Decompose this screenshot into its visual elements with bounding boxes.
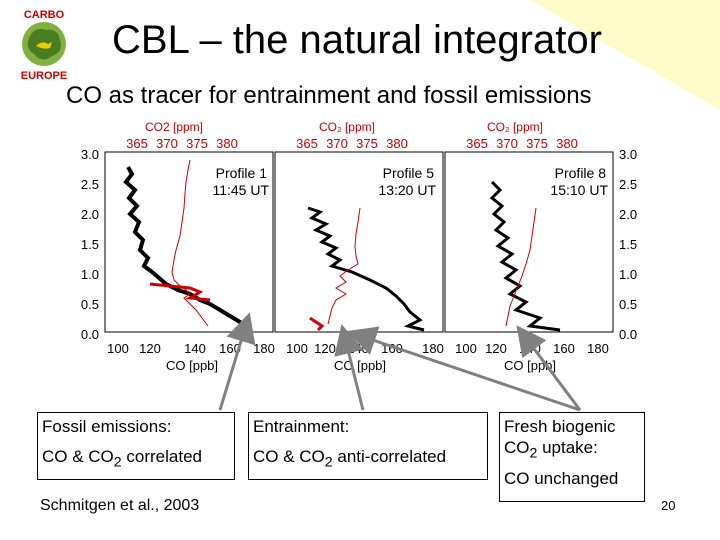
top-tick-365: 365: [466, 136, 488, 151]
bottom-tick: 180: [253, 341, 275, 356]
right-y-tick-labels: 3.0 2.5 2.0 1.5 1.0 0.5 0.0: [619, 147, 637, 342]
top-axis-label-1: CO2 [ppm]: [145, 120, 203, 134]
bottom-tick: 100: [286, 341, 308, 356]
arrow-biogenic-to-panel-2: [346, 326, 581, 412]
panel-1-frame: [104, 151, 274, 333]
logo-text-bottom: EUROPE: [21, 70, 67, 82]
arrow-fossil-emissions: [218, 312, 256, 411]
citation: Schmitgen et al., 2003: [40, 497, 200, 514]
panel-3-time: 15:10 UT: [550, 182, 608, 198]
bottom-tick: 100: [455, 341, 477, 356]
top-tick-370: 370: [326, 136, 348, 151]
y-tick: 1.0: [619, 267, 637, 282]
bottom-tick: 120: [314, 341, 336, 356]
annotation-entrainment-sub: 2: [324, 454, 333, 471]
carboeurope-logo: CARBO EUROPE: [21, 9, 67, 82]
panel-labels: Profile 1 11:45 UT Profile 5 13:20 UT Pr…: [212, 165, 608, 198]
panel-2-time: 13:20 UT: [378, 182, 436, 198]
top-tick-365: 365: [126, 136, 148, 151]
y-tick: 1.0: [81, 267, 99, 282]
panel-2-co2-trace: [327, 207, 361, 325]
arrow-entrainment: [334, 324, 365, 411]
logo-text-top: CARBO: [24, 9, 65, 21]
annotation-entrainment-co: CO & CO: [253, 447, 325, 466]
y-tick: 2.0: [81, 207, 99, 222]
bottom-axis-label-1: CO [ppb]: [166, 358, 218, 373]
left-y-tick-labels: 3.0 2.5 2.0 1.5 1.0 0.5 0.0: [81, 147, 99, 342]
y-tick: 0.0: [81, 327, 99, 342]
top-tick-365: 365: [296, 136, 318, 151]
arrow-biogenic-to-panel-3: [516, 325, 582, 411]
y-tick: 3.0: [619, 147, 637, 162]
panel-1-co2-trace: [171, 159, 209, 327]
panel-3-co2-trace: [505, 207, 537, 327]
bottom-axis-labels: CO [ppb] CO [ppb] CO [ppb]: [166, 358, 556, 373]
y-tick: 0.5: [81, 297, 99, 312]
y-tick: 0.5: [619, 297, 637, 312]
top-tick-375: 375: [526, 136, 548, 151]
annotation-biogenic-title: Fresh biogenic: [504, 417, 616, 436]
panel-3-co-trace: [489, 180, 561, 332]
annotation-biogenic-sub: 2: [529, 445, 538, 462]
y-tick: 1.5: [81, 237, 99, 252]
top-axis-label-2: CO₂ [ppm]: [319, 120, 375, 134]
bottom-tick: 160: [553, 341, 575, 356]
bottom-tick: 120: [485, 341, 507, 356]
y-tick: 2.5: [619, 177, 637, 192]
y-tick: 0.0: [619, 327, 637, 342]
top-tick-380: 380: [386, 136, 408, 151]
annotation-biogenic-uptake: Fresh biogenic CO2 uptake: CO unchanged: [499, 412, 645, 502]
annotation-fossil-emissions: Fossil emissions: CO & CO2 correlated: [37, 412, 235, 480]
top-axis-label-3: CO₂ [ppm]: [487, 120, 543, 134]
panel-3-profile: Profile 8: [555, 165, 607, 181]
annotation-entrainment-anticorrelated: anti-correlated: [332, 447, 447, 466]
annotation-entrainment-detail: CO & CO2 anti-correlated: [253, 447, 446, 470]
top-tick-370: 370: [496, 136, 518, 151]
annotation-biogenic-uptake-text: uptake:: [537, 438, 598, 457]
annotation-fossil-correlated: correlated: [121, 447, 202, 466]
panel-2-co-trace: [307, 206, 425, 332]
y-tick: 3.0: [81, 147, 99, 162]
slide-subtitle: CO as tracer for entrainment and fossil …: [66, 82, 592, 109]
annotation-biogenic-co-unchanged: CO unchanged: [504, 469, 619, 488]
panel-2-profile: Profile 5: [383, 165, 435, 181]
y-tick: 2.5: [81, 177, 99, 192]
annotation-biogenic-co2: CO2 uptake:: [504, 438, 598, 461]
bottom-axis-label-2: CO [ppb]: [334, 358, 386, 373]
annotation-fossil-sub: 2: [113, 454, 122, 471]
top-tick-375: 375: [356, 136, 378, 151]
panel-1-time: 11:45 UT: [212, 182, 269, 198]
bottom-tick: 180: [422, 341, 444, 356]
top-tick-labels: 365 370 375 380 365 370 375 380 365 370 …: [126, 136, 578, 151]
top-tick-375: 375: [186, 136, 208, 151]
bottom-tick: 180: [587, 341, 609, 356]
co-co2-profile-figure: CO2 [ppm] CO₂ [ppm] CO₂ [ppm] 365 370 37…: [81, 120, 637, 373]
annotation-entrainment: Entrainment: CO & CO2 anti-correlated: [248, 412, 488, 480]
annotation-fossil-title: Fossil emissions:: [42, 417, 172, 436]
slide-title: CBL – the natural integrator: [112, 18, 602, 62]
background-corner-shade: [530, 0, 720, 110]
y-tick: 2.0: [619, 207, 637, 222]
top-tick-380: 380: [216, 136, 238, 151]
annotation-entrainment-title: Entrainment:: [253, 417, 350, 436]
annotation-fossil-detail: CO & CO2 correlated: [42, 447, 202, 470]
page-number: 20: [661, 498, 676, 513]
panel-1-co-trace: [123, 166, 250, 332]
bottom-tick: 120: [139, 341, 161, 356]
annotation-biogenic-co: CO: [504, 438, 530, 457]
annotation-fossil-co: CO & CO: [42, 447, 114, 466]
top-tick-380: 380: [556, 136, 578, 151]
panel-1-profile: Profile 1: [216, 165, 268, 181]
bottom-tick: 140: [184, 341, 206, 356]
panel-1-co2-near-surface: [149, 282, 211, 302]
y-tick: 1.5: [619, 237, 637, 252]
bottom-tick: 100: [107, 341, 129, 356]
top-tick-370: 370: [156, 136, 178, 151]
panel-2-co2-bottom: [309, 316, 325, 332]
bottom-tick-labels: 100 120 140 160 180 100 120 140 160 180 …: [107, 341, 609, 356]
logo-highlight: [36, 42, 52, 49]
